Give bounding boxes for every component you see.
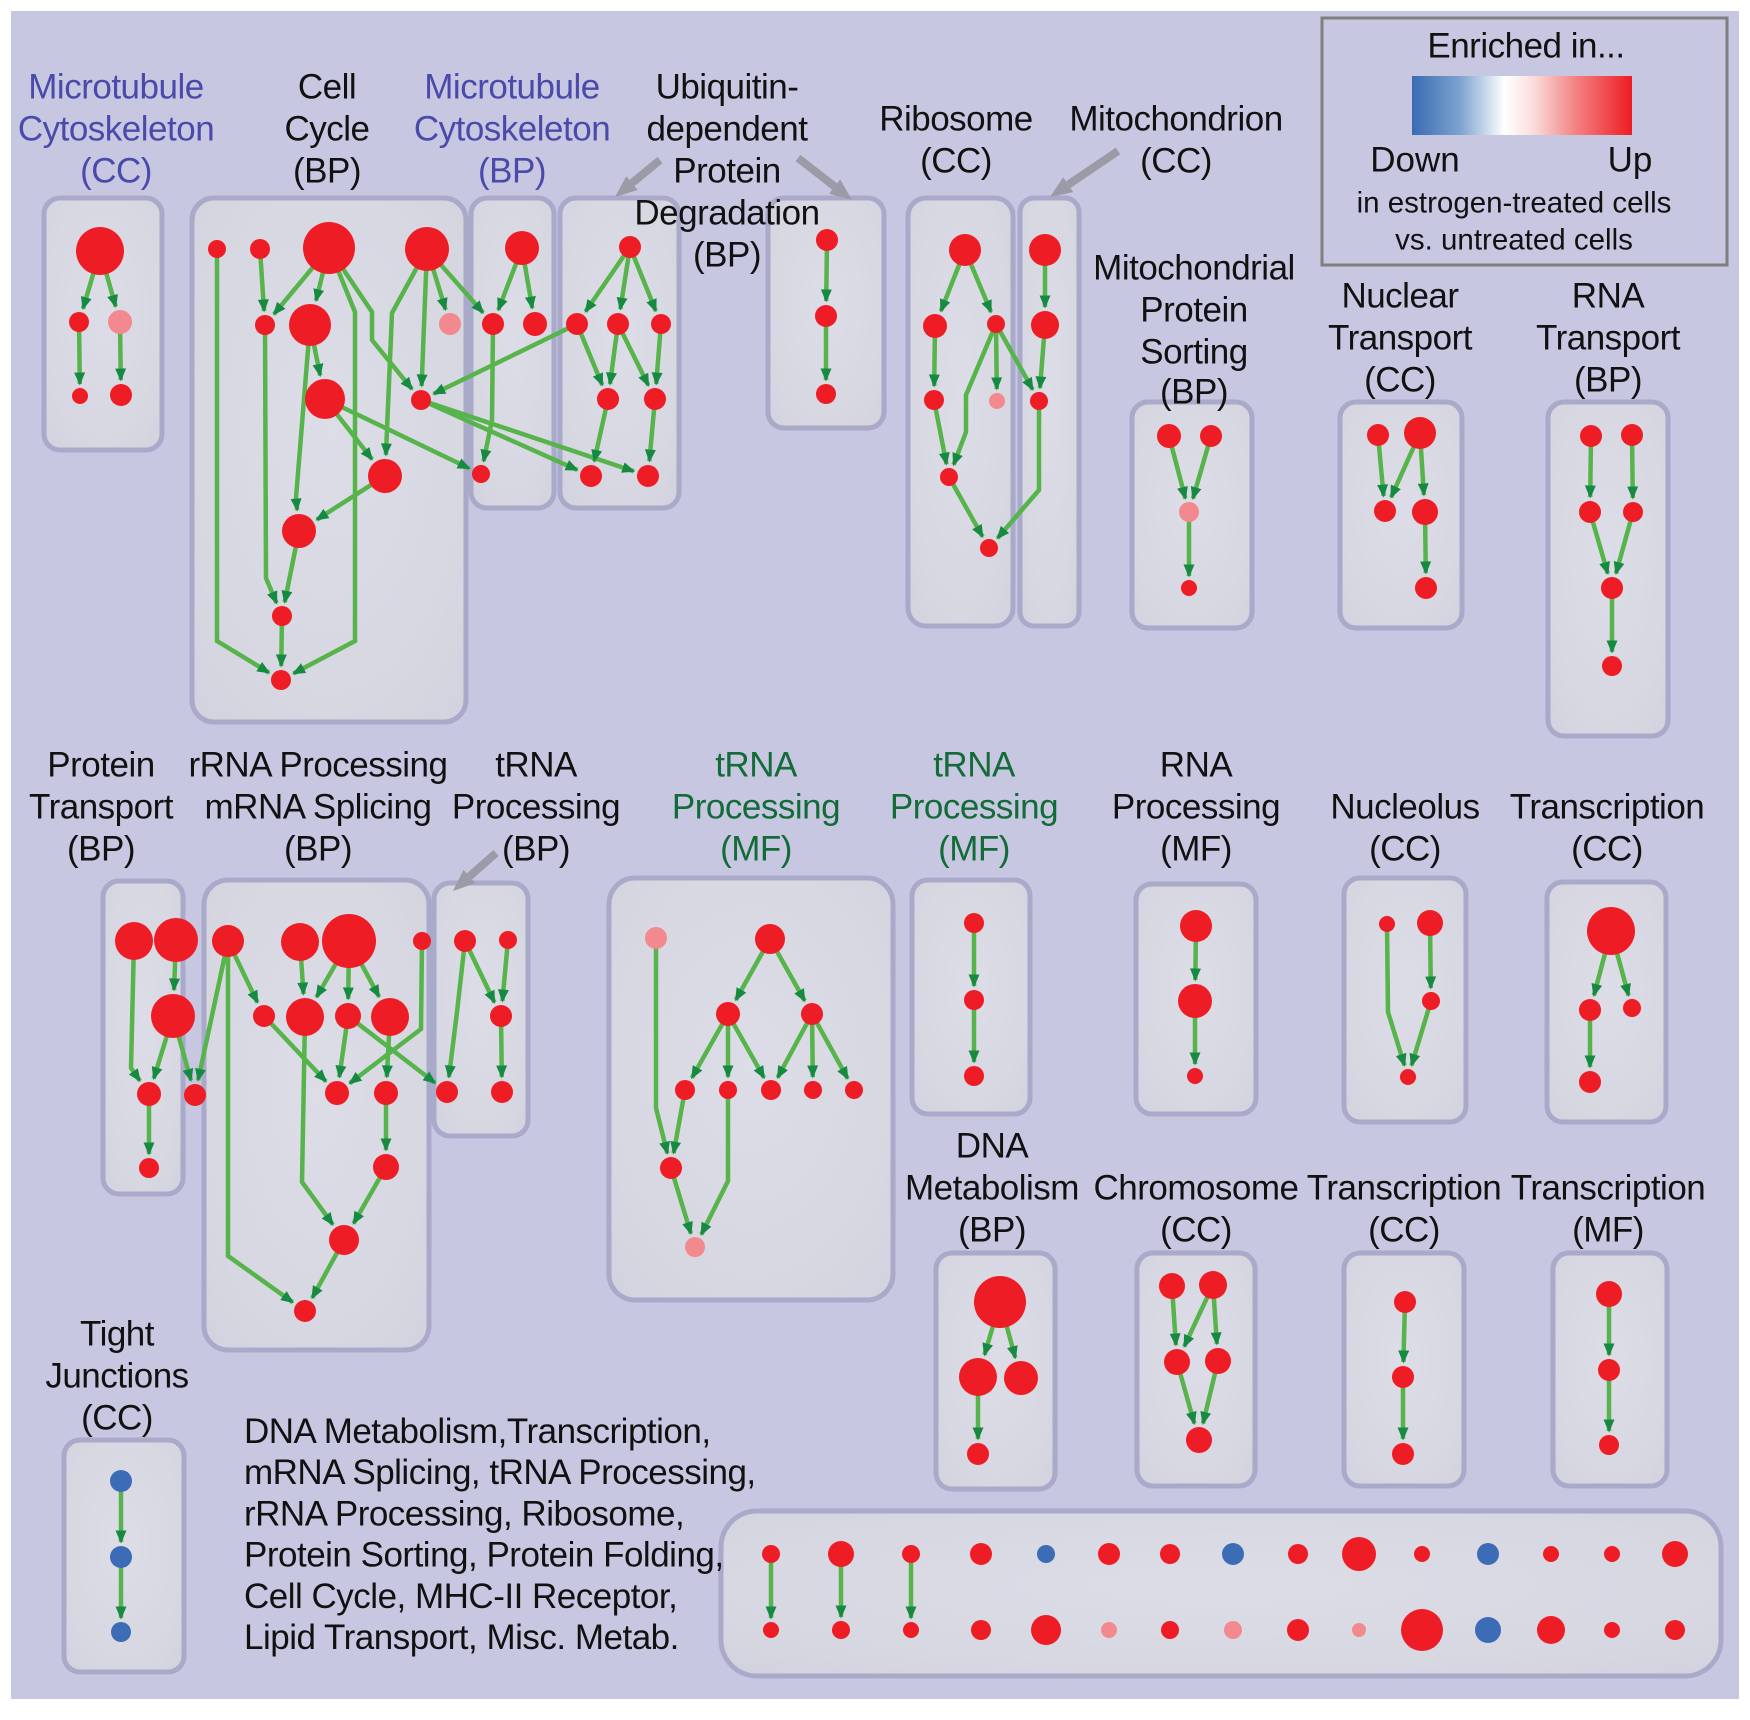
- svg-text:vs. untreated cells: vs. untreated cells: [1395, 224, 1633, 257]
- svg-text:Transport: Transport: [1328, 319, 1473, 358]
- svg-text:(BP): (BP): [693, 236, 761, 275]
- svg-text:Up: Up: [1608, 141, 1653, 180]
- svg-text:(MF): (MF): [938, 830, 1010, 869]
- svg-text:Ubiquitin-: Ubiquitin-: [656, 68, 799, 107]
- svg-text:Cell Cycle, MHC-II Receptor,: Cell Cycle, MHC-II Receptor,: [244, 1577, 677, 1616]
- svg-text:Transcription: Transcription: [1307, 1169, 1502, 1208]
- svg-text:rRNA Processing, Ribosome,: rRNA Processing, Ribosome,: [244, 1494, 684, 1533]
- svg-text:DNA: DNA: [956, 1127, 1030, 1166]
- svg-text:tRNA: tRNA: [495, 746, 578, 785]
- svg-text:tRNA: tRNA: [715, 746, 798, 785]
- svg-text:Protein: Protein: [47, 746, 154, 785]
- svg-text:RNA: RNA: [1572, 277, 1646, 316]
- svg-text:RNA: RNA: [1160, 746, 1234, 785]
- svg-text:(MF): (MF): [720, 830, 792, 869]
- svg-text:Transcription: Transcription: [1510, 788, 1705, 827]
- svg-text:(MF): (MF): [1160, 830, 1232, 869]
- svg-text:(CC): (CC): [1368, 1211, 1440, 1250]
- svg-text:Cytoskeleton: Cytoskeleton: [414, 110, 610, 149]
- svg-text:Mitochondrion: Mitochondrion: [1069, 100, 1282, 139]
- svg-text:Protein: Protein: [673, 152, 780, 191]
- svg-text:rRNA Processing: rRNA Processing: [189, 746, 448, 785]
- svg-text:Lipid Transport, Misc. Metab.: Lipid Transport, Misc. Metab.: [244, 1618, 679, 1657]
- svg-text:(CC): (CC): [920, 142, 992, 181]
- svg-text:mRNA Splicing: mRNA Splicing: [205, 788, 432, 827]
- svg-text:Sorting: Sorting: [1140, 333, 1247, 372]
- svg-text:(BP): (BP): [1574, 361, 1642, 400]
- svg-text:Processing: Processing: [672, 788, 840, 827]
- svg-text:dependent: dependent: [647, 110, 809, 149]
- svg-text:(CC): (CC): [1364, 361, 1436, 400]
- svg-text:Ribosome: Ribosome: [879, 100, 1033, 139]
- svg-text:Processing: Processing: [452, 788, 620, 827]
- svg-text:Cell: Cell: [298, 68, 356, 107]
- svg-text:Degradation: Degradation: [634, 194, 819, 233]
- svg-text:(CC): (CC): [1160, 1211, 1232, 1250]
- svg-text:Protein: Protein: [1140, 291, 1247, 330]
- svg-text:Cytoskeleton: Cytoskeleton: [18, 110, 214, 149]
- svg-text:Microtubule: Microtubule: [424, 68, 599, 107]
- svg-text:DNA Metabolism,Transcription,: DNA Metabolism,Transcription,: [244, 1412, 711, 1451]
- svg-text:Nuclear: Nuclear: [1341, 277, 1459, 316]
- svg-text:(CC): (CC): [1571, 830, 1643, 869]
- svg-text:(BP): (BP): [478, 152, 546, 191]
- svg-text:(BP): (BP): [284, 830, 352, 869]
- svg-text:Junctions: Junctions: [45, 1357, 188, 1396]
- svg-text:(BP): (BP): [1160, 373, 1228, 412]
- svg-text:Cycle: Cycle: [284, 110, 369, 149]
- svg-text:(BP): (BP): [958, 1211, 1026, 1250]
- svg-text:Transport: Transport: [29, 788, 174, 827]
- svg-text:Mitochondrial: Mitochondrial: [1093, 249, 1295, 288]
- svg-text:(CC): (CC): [1140, 142, 1212, 181]
- svg-text:Nucleolus: Nucleolus: [1330, 788, 1479, 827]
- svg-text:in estrogen-treated cells: in estrogen-treated cells: [1357, 187, 1672, 220]
- svg-text:Processing: Processing: [1112, 788, 1280, 827]
- svg-text:Transport: Transport: [1536, 319, 1681, 358]
- svg-text:(MF): (MF): [1572, 1211, 1644, 1250]
- svg-text:Microtubule: Microtubule: [28, 68, 203, 107]
- svg-text:Transcription: Transcription: [1511, 1169, 1706, 1208]
- svg-text:(CC): (CC): [80, 152, 152, 191]
- svg-text:Enriched in...: Enriched in...: [1427, 27, 1624, 66]
- svg-text:(BP): (BP): [502, 830, 570, 869]
- svg-text:(BP): (BP): [67, 830, 135, 869]
- svg-text:Metabolism: Metabolism: [905, 1169, 1079, 1208]
- svg-text:mRNA Splicing, tRNA Processing: mRNA Splicing, tRNA Processing,: [244, 1453, 756, 1492]
- svg-text:tRNA: tRNA: [933, 746, 1016, 785]
- svg-text:Tight: Tight: [80, 1315, 155, 1354]
- svg-text:Protein Sorting, Protein Foldi: Protein Sorting, Protein Folding,: [244, 1536, 724, 1575]
- svg-text:(BP): (BP): [293, 152, 361, 191]
- svg-text:Processing: Processing: [890, 788, 1058, 827]
- svg-text:(CC): (CC): [81, 1399, 153, 1438]
- svg-text:(CC): (CC): [1369, 830, 1441, 869]
- svg-text:Down: Down: [1370, 141, 1459, 180]
- svg-text:Chromosome: Chromosome: [1093, 1169, 1298, 1208]
